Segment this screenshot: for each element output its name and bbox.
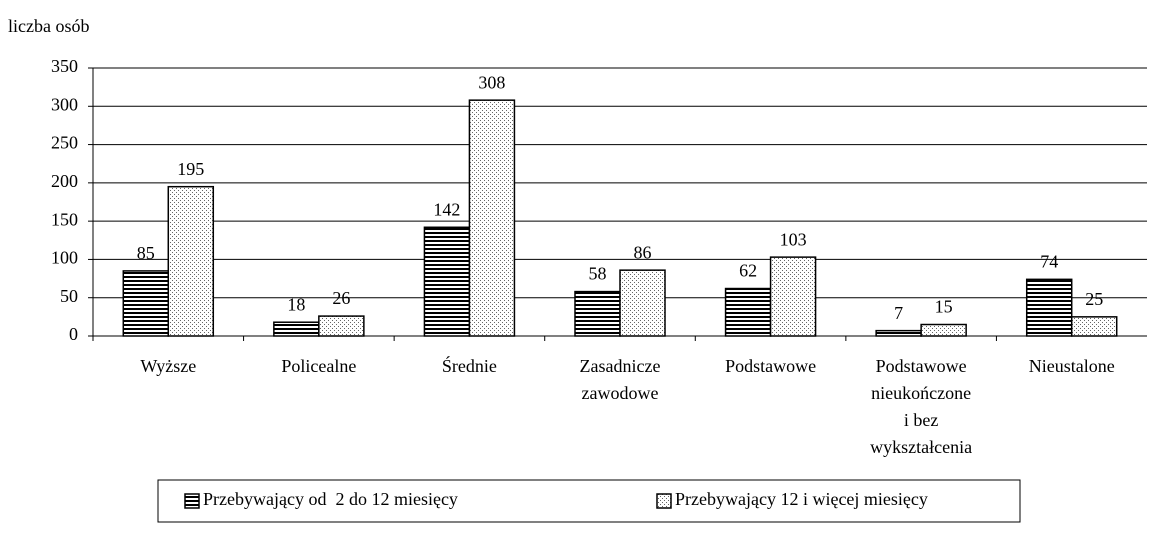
legend-label: Przebywający 12 i więcej miesięcy — [675, 489, 928, 509]
y-tick-label: 0 — [69, 324, 78, 344]
bar — [619, 269, 666, 337]
y-tick-label: 50 — [60, 286, 78, 306]
bar — [769, 256, 817, 337]
bar — [920, 323, 967, 337]
x-tick-label: Zasadnicze zawodowe — [580, 356, 661, 403]
x-tick-label: Średnie — [442, 355, 497, 376]
x-tick-label: Wyższe — [140, 356, 196, 376]
y-tick-label: 150 — [51, 209, 78, 229]
value-label: 74 — [1040, 251, 1058, 271]
bar — [423, 226, 471, 337]
bar — [273, 321, 320, 337]
legend-swatch — [656, 493, 672, 509]
value-label: 142 — [433, 199, 460, 219]
bar — [468, 99, 516, 337]
bar — [574, 290, 621, 337]
x-tick-label: Podstawowe nieukończone i bez wykształcenia — [870, 356, 972, 457]
x-tick-label: Podstawowe — [725, 356, 816, 376]
bar — [875, 329, 922, 337]
value-label: 86 — [634, 242, 652, 262]
value-label: 195 — [177, 159, 204, 179]
bar — [122, 270, 170, 337]
value-label: 62 — [739, 261, 757, 281]
bar — [724, 287, 772, 337]
y-axis-label: liczba osób — [8, 16, 89, 36]
value-label: 26 — [332, 288, 350, 308]
bar — [1070, 316, 1118, 337]
y-tick-label: 200 — [51, 171, 78, 191]
y-tick-label: 100 — [51, 248, 78, 268]
x-tick-label: Nieustalone — [1029, 356, 1115, 376]
value-label: 7 — [894, 303, 903, 323]
y-tick-label: 300 — [51, 94, 78, 114]
value-label: 15 — [935, 297, 953, 317]
legend-swatch — [184, 493, 200, 509]
legend-label: Przebywający od 2 do 12 miesięcy — [203, 489, 458, 509]
value-label: 25 — [1085, 289, 1103, 309]
value-label: 103 — [780, 229, 807, 249]
value-label: 308 — [478, 72, 505, 92]
legend-box — [157, 479, 1021, 523]
value-label: 85 — [137, 243, 155, 263]
y-tick-label: 350 — [51, 56, 78, 76]
bar — [167, 185, 215, 337]
x-tick-label: Policealne — [281, 356, 356, 376]
y-tick-label: 250 — [51, 133, 78, 153]
bar — [318, 315, 365, 337]
value-label: 18 — [287, 294, 305, 314]
bar — [1025, 278, 1073, 337]
value-label: 58 — [589, 264, 607, 284]
